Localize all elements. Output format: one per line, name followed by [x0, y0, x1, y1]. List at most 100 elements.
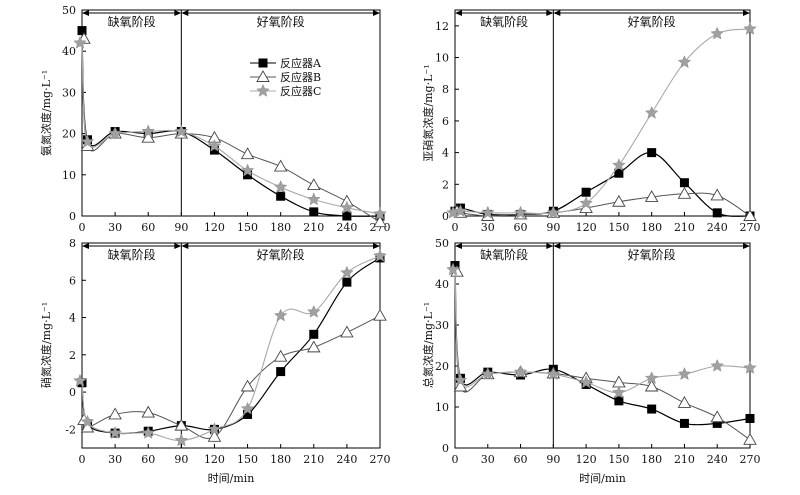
- x-tick-label: 30: [481, 221, 495, 234]
- series-line: [454, 28, 751, 215]
- series-1: [77, 26, 385, 221]
- data-point: [644, 105, 659, 119]
- x-tick-label: 210: [674, 453, 695, 466]
- data-point: [243, 409, 253, 419]
- y-tick-label: 50: [62, 4, 76, 17]
- data-point: [141, 130, 155, 143]
- x-tick-label: 270: [370, 453, 391, 466]
- arrow-head-left-icon: [82, 243, 89, 249]
- y-tick-label: 0: [442, 210, 449, 223]
- x-tick-label: 90: [174, 221, 188, 234]
- y-axis-label: 总氮浓度/mg·L⁻¹: [421, 302, 435, 388]
- data-point: [614, 396, 624, 406]
- x-tick-label: 150: [608, 221, 629, 234]
- y-tick-label: 30: [62, 86, 76, 99]
- anoxic-phase-label: 缺氧阶段: [480, 14, 528, 29]
- arrow-head-right-icon: [743, 243, 750, 249]
- x-tick-label: 0: [79, 221, 86, 234]
- data-point: [480, 205, 495, 219]
- data-point: [108, 407, 122, 420]
- x-tick-label: 150: [237, 221, 258, 234]
- data-point: [679, 178, 689, 188]
- plot-frame: [81, 9, 381, 217]
- data-point: [453, 204, 468, 218]
- plot-frame: [454, 9, 751, 217]
- x-tick-label: 270: [740, 453, 761, 466]
- x-tick-label: 60: [141, 453, 155, 466]
- data-point: [174, 418, 189, 431]
- x-tick-label: 30: [481, 453, 495, 466]
- series-line: [81, 42, 381, 215]
- data-point: [342, 277, 352, 287]
- data-point: [677, 55, 692, 69]
- arrow-head-right-icon: [546, 10, 554, 16]
- arrow-head-left-icon: [181, 243, 189, 249]
- data-point: [141, 405, 155, 418]
- data-point: [480, 367, 495, 381]
- y-tick-label: 6: [69, 274, 76, 287]
- data-point: [307, 340, 321, 353]
- series-3: [446, 262, 757, 399]
- anoxic-phase-label: 缺氧阶段: [108, 14, 156, 29]
- data-point: [513, 205, 528, 219]
- data-point: [207, 138, 222, 152]
- x-tick-label: 210: [303, 453, 324, 466]
- series-1: [77, 253, 385, 438]
- aerobic-phase-label: 好氧阶段: [628, 14, 676, 29]
- y-tick-label: 0: [442, 442, 449, 455]
- data-point: [209, 145, 219, 155]
- data-point: [679, 418, 689, 428]
- arrow-head-right-icon: [373, 243, 380, 249]
- arrow-head-left-icon: [181, 10, 189, 16]
- y-tick-label: -2: [65, 423, 76, 436]
- y-tick-label: 0: [69, 386, 76, 399]
- data-point: [276, 191, 286, 201]
- data-point: [141, 124, 156, 138]
- x-tick-label: 270: [370, 221, 391, 234]
- x-tick-label: 180: [641, 453, 662, 466]
- data-point: [579, 375, 593, 389]
- x-tick-label: 180: [270, 221, 291, 234]
- plot-frame: [454, 242, 751, 449]
- series-line: [81, 315, 381, 439]
- x-tick-label: 120: [576, 221, 597, 234]
- x-tick-label: 120: [204, 221, 225, 234]
- data-point: [340, 265, 354, 279]
- data-point: [240, 401, 255, 415]
- data-point: [373, 215, 387, 228]
- arrow-head-right-icon: [743, 10, 750, 16]
- chart-panel-4: 0 10 20 30 40 50 0 30 60 90 120 150 180 210 240 270 缺氧阶段…: [421, 237, 761, 485]
- y-axis-label: 硝氮浓度/mg·L⁻¹: [39, 302, 53, 388]
- x-tick-label: 60: [141, 221, 155, 234]
- data-point: [546, 205, 561, 219]
- y-tick-label: 40: [62, 45, 76, 58]
- series-line: [81, 30, 381, 217]
- data-point: [612, 385, 626, 399]
- data-point: [141, 425, 156, 439]
- aerobic-phase-label: 好氧阶段: [628, 247, 676, 262]
- y-tick-label: 8: [442, 83, 449, 96]
- series-line: [454, 269, 751, 394]
- y-tick-label: 30: [435, 319, 449, 332]
- x-tick-label: 30: [108, 453, 122, 466]
- y-tick-label: 20: [435, 360, 449, 373]
- data-point: [306, 192, 321, 206]
- series-3: [73, 35, 387, 220]
- y-tick-label: 10: [62, 169, 76, 182]
- aerobic-phase-label: 好氧阶段: [257, 14, 305, 29]
- data-point: [579, 196, 593, 210]
- data-point: [273, 180, 288, 193]
- x-tick-label: 150: [608, 453, 629, 466]
- series-2: [77, 308, 387, 442]
- data-point: [276, 367, 286, 377]
- data-point: [373, 248, 387, 262]
- x-tick-label: 180: [641, 221, 662, 234]
- data-point: [80, 414, 95, 428]
- data-point: [273, 308, 288, 322]
- y-axis-label: 亚硝氮浓度/mg·L⁻¹: [421, 64, 435, 161]
- data-point: [647, 148, 657, 158]
- data-point: [80, 134, 95, 148]
- y-tick-label: 40: [435, 278, 449, 291]
- data-point: [710, 188, 724, 201]
- x-tick-label: 240: [336, 453, 357, 466]
